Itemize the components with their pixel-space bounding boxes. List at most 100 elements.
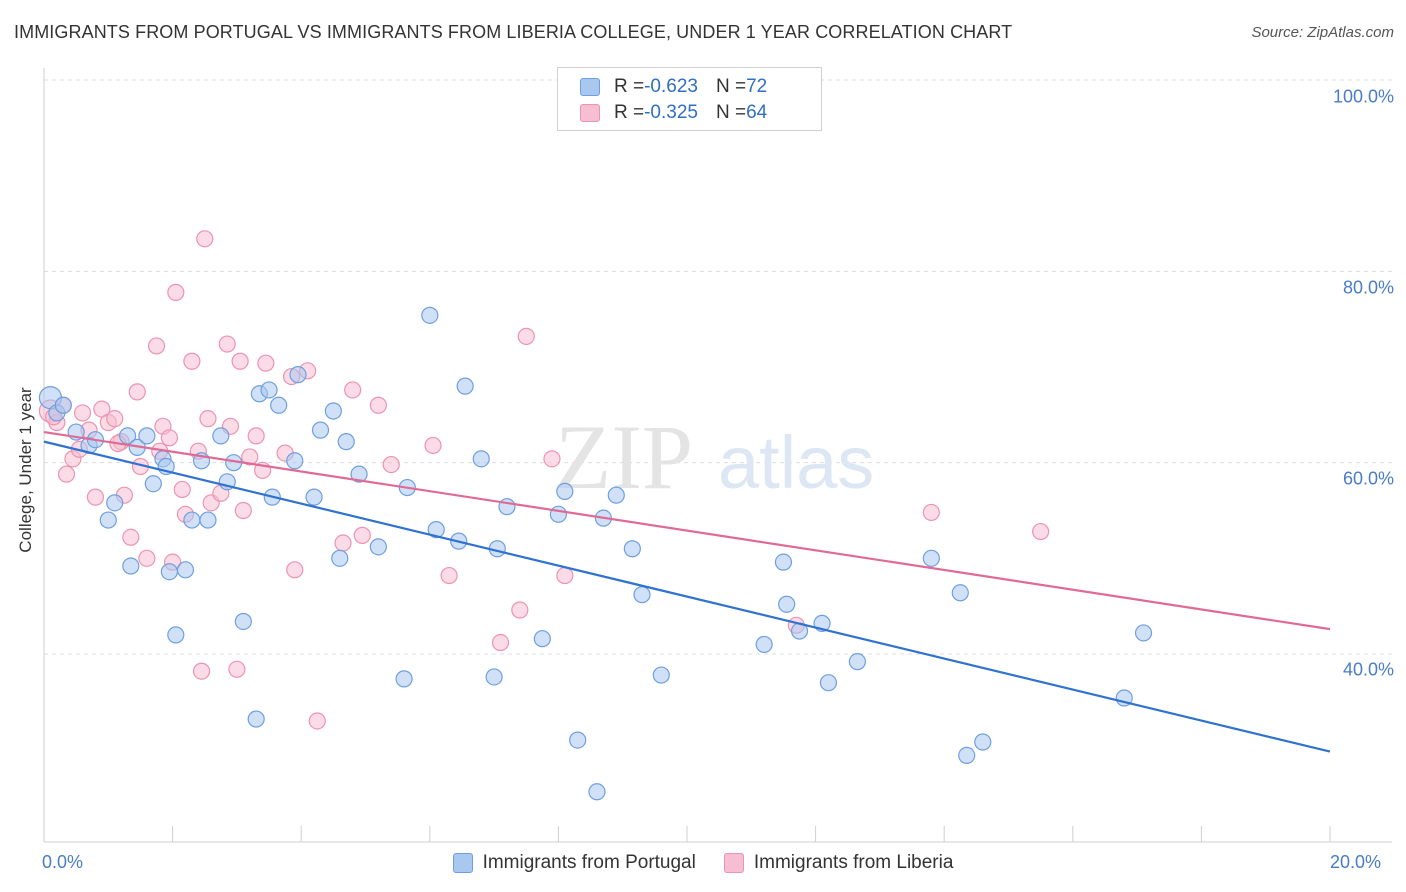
- liberia-point: [167, 283, 185, 301]
- liberia-point: [122, 528, 140, 546]
- y-tick-label-100: 100.0%: [1332, 86, 1394, 107]
- liberia-point: [353, 526, 371, 544]
- liberia-point: [192, 662, 211, 680]
- portugal-trend-line: [43, 440, 1331, 753]
- portugal-point: [160, 563, 178, 581]
- liberia-point: [241, 448, 259, 466]
- liberia-point: [57, 465, 76, 483]
- portugal-point: [54, 396, 72, 414]
- legend-label-liberia: Immigrants from Liberia: [753, 852, 954, 873]
- portugal-point: [958, 746, 976, 765]
- liberia-point: [517, 327, 535, 345]
- liberia-point: [369, 396, 387, 414]
- portugal-point: [337, 433, 355, 451]
- liberia-point: [543, 450, 561, 468]
- portugal-point: [427, 521, 445, 539]
- liberia-point: [440, 566, 458, 585]
- portugal-point: [569, 731, 587, 749]
- portugal-point: [951, 584, 969, 602]
- liberia-point: [218, 335, 236, 353]
- x-tick-label-min: 0.0%: [42, 852, 84, 872]
- portugal-point: [350, 465, 368, 483]
- chart-title: IMMIGRANTS FROM PORTUGAL VS IMMIGRANTS F…: [14, 22, 1013, 42]
- portugal-point: [607, 486, 625, 504]
- x-tick-label-max: 20.0%: [1330, 852, 1382, 872]
- portugal-point: [212, 427, 230, 445]
- liberia-point: [183, 352, 201, 370]
- liberia-point: [344, 381, 362, 399]
- legend-r-label: R =: [614, 102, 645, 123]
- portugal-point: [138, 427, 156, 445]
- axes: [43, 68, 1392, 843]
- portugal-point: [99, 511, 117, 529]
- legend-n-label: N =: [715, 102, 747, 123]
- portugal-point: [395, 670, 413, 688]
- stats-legend: R = -0.623 N = 72 R = -0.325 N = 64: [557, 67, 822, 131]
- y-tick-label-60: 60.0%: [1342, 468, 1394, 489]
- legend-r-value: -0.623: [644, 76, 698, 97]
- liberia-point: [73, 404, 92, 422]
- legend-item-portugal: Immigrants from Portugal: [452, 852, 696, 874]
- liberia-point: [128, 383, 146, 401]
- liberia-trend-line: [43, 430, 1331, 631]
- y-tick-label-80: 80.0%: [1342, 277, 1394, 298]
- y-axis-label: College, Under 1 year: [16, 387, 35, 553]
- liberia-point: [1032, 522, 1050, 541]
- portugal-point: [774, 553, 793, 571]
- portugal-point: [324, 402, 342, 420]
- liberia-point: [228, 660, 246, 678]
- portugal-point: [633, 586, 651, 604]
- liberia-point: [231, 352, 249, 370]
- liberia-point: [556, 566, 574, 585]
- liberia-point: [234, 501, 252, 520]
- portugal-point: [106, 494, 124, 512]
- liberia-point: [491, 633, 510, 652]
- portugal-legend-swatch: [452, 853, 473, 873]
- portugal-point: [289, 366, 307, 384]
- liberia-point: [511, 601, 529, 619]
- watermark: ZIP atlas: [555, 406, 874, 508]
- portugal-point: [176, 561, 195, 579]
- source-label: Source: ZipAtlas.com: [1251, 24, 1394, 41]
- portugal-point: [922, 549, 940, 567]
- svg-text:atlas: atlas: [718, 421, 874, 504]
- legend-row-liberia: R = -0.325 N = 64: [580, 101, 767, 125]
- legend-label-portugal: Immigrants from Portugal: [482, 852, 696, 873]
- portugal-point: [167, 626, 185, 644]
- liberia-swatch: [580, 104, 600, 122]
- portugal-point: [311, 421, 330, 439]
- portugal-point: [183, 511, 201, 529]
- liberia-point: [424, 436, 442, 455]
- liberia-point: [382, 455, 400, 474]
- legend-row-portugal: R = -0.623 N = 72: [580, 75, 767, 99]
- portugal-point: [778, 595, 796, 613]
- portugal-point: [588, 783, 606, 801]
- liberia-point: [86, 488, 105, 506]
- trend-lines: [43, 430, 1331, 753]
- portugal-point: [122, 557, 140, 575]
- liberia-point: [199, 410, 217, 428]
- portugal-point: [331, 549, 349, 567]
- portugal-point: [755, 635, 773, 654]
- portugal-point: [270, 396, 288, 414]
- portugal-point: [234, 612, 252, 631]
- portugal-point: [556, 482, 574, 500]
- portugal-point: [623, 540, 641, 558]
- portugal-point: [247, 710, 265, 728]
- legend-r-value: -0.325: [644, 102, 698, 123]
- portugal-point: [456, 377, 474, 395]
- legend-n-value: 72: [746, 76, 768, 97]
- y-tick-label-40: 40.0%: [1342, 659, 1394, 680]
- svg-text:ZIP: ZIP: [555, 406, 693, 508]
- liberia-point: [308, 712, 326, 730]
- portugal-point: [549, 505, 568, 523]
- liberia-point: [334, 534, 352, 552]
- portugal-point: [260, 381, 278, 399]
- liberia-point: [257, 354, 275, 372]
- portugal-point: [286, 452, 304, 470]
- liberia-legend-swatch: [723, 853, 744, 873]
- data-points: [38, 230, 1153, 801]
- portugal-point: [472, 450, 490, 468]
- portugal-point: [974, 733, 992, 751]
- grid-lines: [44, 79, 1392, 655]
